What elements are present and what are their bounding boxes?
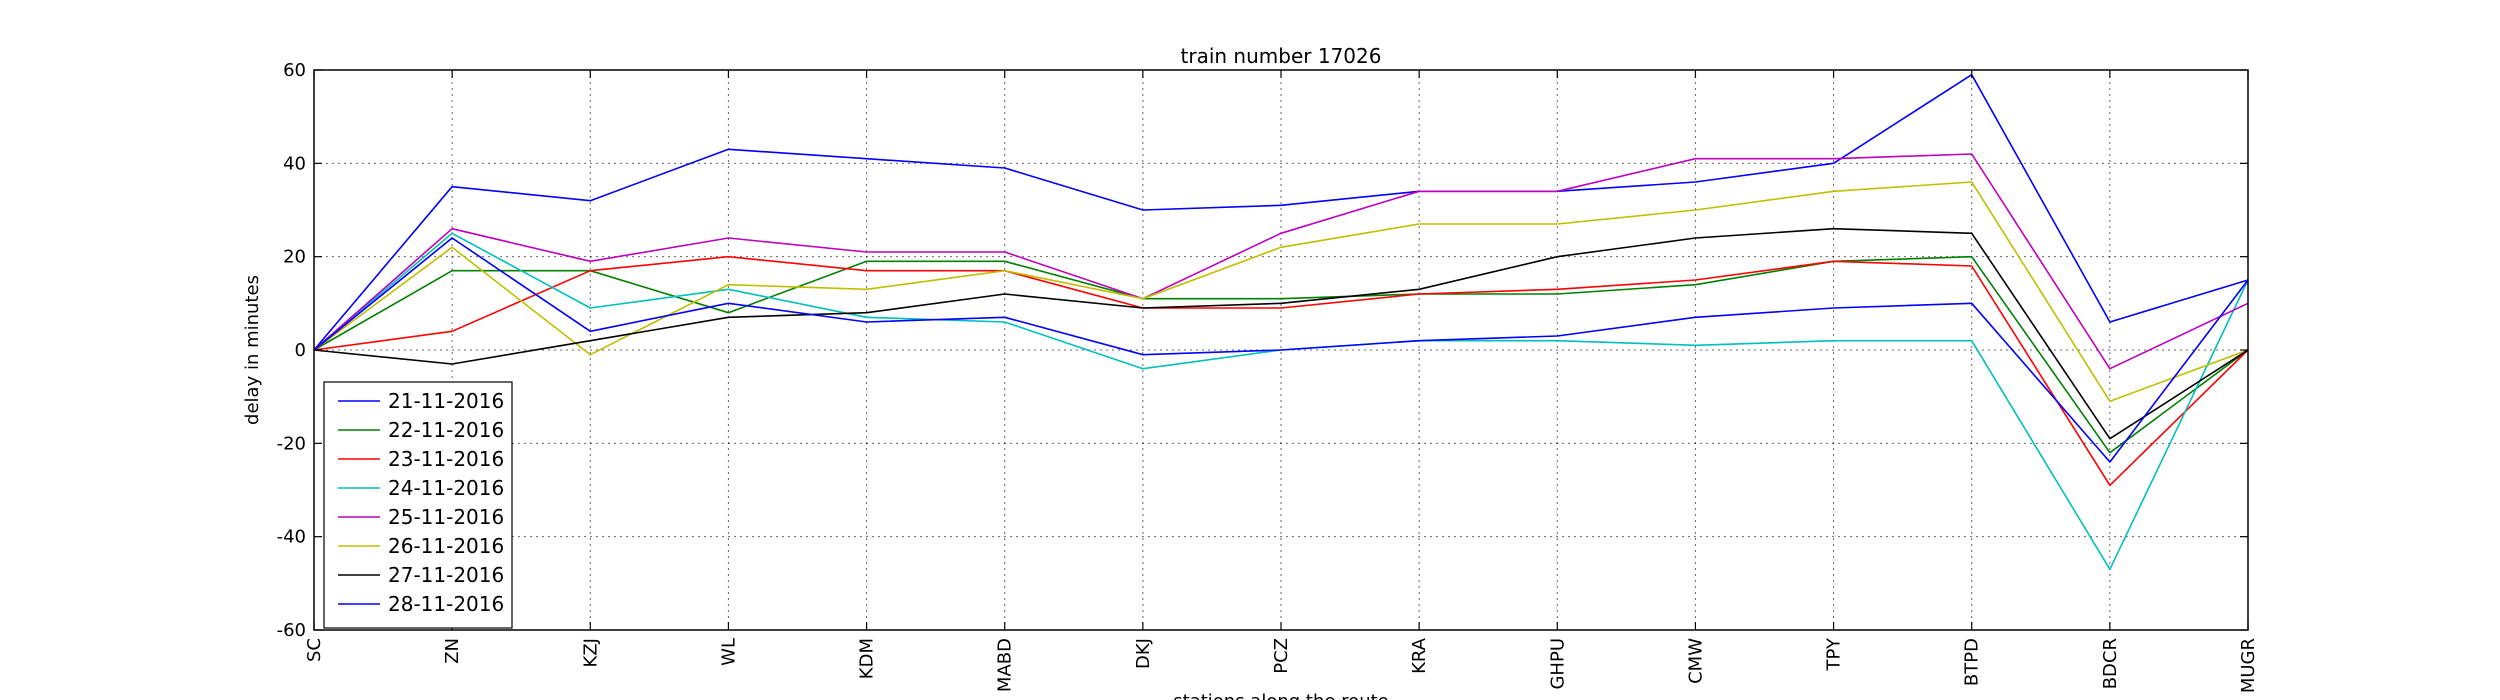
series-line-27-11-2016 bbox=[313, 227, 2249, 440]
series-line-26-11-2016 bbox=[313, 181, 2249, 403]
legend-box bbox=[323, 381, 513, 629]
series-line-23-11-2016 bbox=[313, 255, 2249, 487]
x-axis-ticks: SC ZN KZJ WL KDM MABD DKJ PCZ KRA GHPU CMW TPY BTPD B… bbox=[304, 70, 2259, 693]
y-axis-ticks: -60 -40 -20 0 20 40 60 bbox=[277, 60, 2248, 641]
y-tick-label: 0 bbox=[295, 340, 306, 361]
legend-label: 22-11-2016 bbox=[388, 418, 504, 442]
x-tick-label: GHPU bbox=[1547, 638, 1568, 690]
series-line-21-11-2016 bbox=[313, 73, 2249, 351]
x-tick-label: KRA bbox=[1409, 637, 1430, 674]
x-tick-label: BTPD bbox=[1962, 638, 1983, 686]
legend: 21-11-2016 22-11-2016 23-11-2016 24-11-2016… bbox=[323, 381, 513, 629]
legend-label: 26-11-2016 bbox=[388, 534, 504, 558]
y-tick-label: -20 bbox=[277, 433, 306, 454]
series-line-28-11-2016 bbox=[313, 237, 2249, 463]
y-axis-label: delay in minutes bbox=[242, 275, 263, 425]
legend-label: 25-11-2016 bbox=[388, 505, 504, 529]
x-tick-label: PCZ bbox=[1271, 638, 1292, 674]
x-axis-label: stations along the route bbox=[1173, 691, 1388, 700]
x-tick-label: MUGR bbox=[2238, 638, 2259, 693]
legend-label: 28-11-2016 bbox=[388, 592, 504, 616]
x-tick-label: KDM bbox=[857, 638, 878, 679]
x-tick-label: CMW bbox=[1685, 638, 1706, 684]
x-tick-label: DKJ bbox=[1133, 638, 1154, 669]
legend-label: 24-11-2016 bbox=[388, 476, 504, 500]
x-tick-label: MABD bbox=[995, 638, 1016, 692]
y-tick-label: 60 bbox=[283, 60, 306, 81]
legend-label: 27-11-2016 bbox=[388, 563, 504, 587]
legend-label: 23-11-2016 bbox=[388, 447, 504, 471]
chart-title: train number 17026 bbox=[1181, 44, 1382, 68]
x-tick-label: SC bbox=[304, 638, 325, 662]
x-tick-label: KZJ bbox=[580, 638, 601, 667]
series-line-22-11-2016 bbox=[313, 255, 2249, 454]
y-tick-label: 40 bbox=[283, 153, 306, 174]
y-tick-label: -60 bbox=[277, 620, 306, 641]
legend-label: 21-11-2016 bbox=[388, 389, 504, 413]
x-tick-label: WL bbox=[718, 638, 739, 666]
y-tick-label: -40 bbox=[277, 527, 306, 548]
y-tick-label: 20 bbox=[283, 247, 306, 268]
x-tick-label: BDCR bbox=[2100, 638, 2121, 689]
x-tick-label: ZN bbox=[442, 638, 463, 664]
x-tick-label: TPY bbox=[1824, 637, 1845, 671]
series-line-25-11-2016 bbox=[313, 153, 2249, 370]
series-lines bbox=[313, 73, 2249, 571]
